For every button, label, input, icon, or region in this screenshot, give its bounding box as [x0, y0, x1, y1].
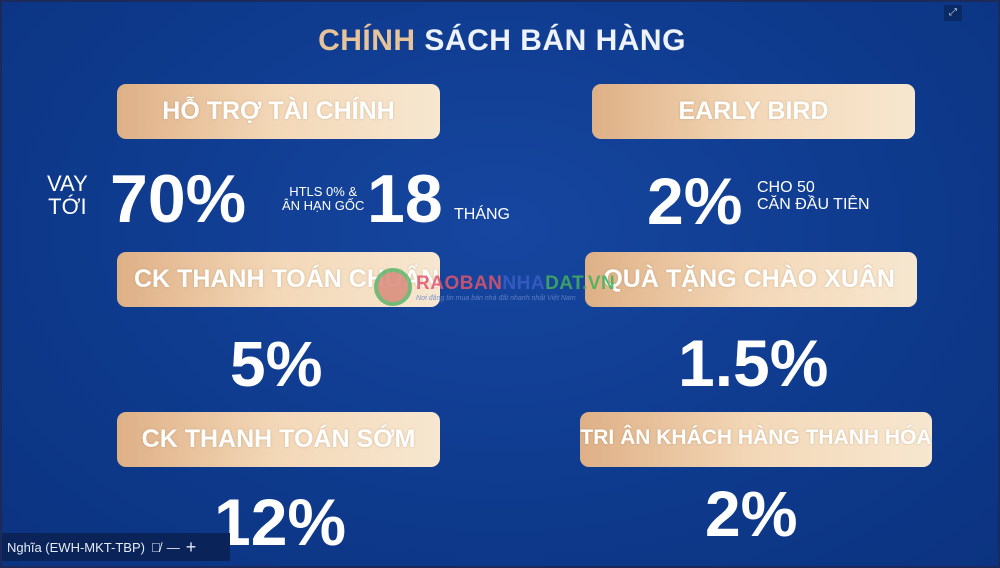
- early-bird-value: 2%: [647, 164, 743, 238]
- loan-value: 70%: [110, 161, 247, 237]
- loan-prefix: VAY TỚI: [47, 172, 88, 218]
- ck-som-label: CK THANH TOÁN SỚM: [117, 412, 440, 467]
- tri-an-label: TRI ÂN KHÁCH HÀNG THANH HÓA: [580, 412, 932, 467]
- ck-chuan-value: 5%: [230, 328, 323, 400]
- loan-prefix-2: TỚI: [48, 194, 87, 220]
- months-unit: THÁNG: [454, 206, 510, 223]
- loan-prefix-1: VAY: [47, 171, 88, 196]
- expand-icon[interactable]: +: [185, 536, 197, 557]
- early-bird-note-1: CHO 50: [757, 179, 815, 196]
- title-highlight: CHÍNH: [318, 24, 416, 57]
- watermark-brand-3: DAT.VN: [545, 272, 616, 294]
- participant-name: Nghĩa (EWH-MKT-TBP): [7, 539, 145, 555]
- interest-note: HTLS 0% & ÂN HẠN GỐC: [282, 185, 364, 212]
- page-title: CHÍNH SÁCH BÁN HÀNG: [2, 24, 1000, 58]
- watermark-logo-icon: [374, 268, 412, 306]
- gift-label: QUÀ TẶNG CHÀO XUÂN: [585, 252, 917, 307]
- title-rest: SÁCH BÁN HÀNG: [415, 24, 686, 57]
- fullscreen-icon[interactable]: ⤢: [944, 5, 962, 21]
- financial-support-label: HỖ TRỢ TÀI CHÍNH: [117, 84, 440, 139]
- participant-bar: Nghĩa (EWH-MKT-TBP) 🎙̸ — +: [2, 533, 230, 561]
- interest-note-1: HTLS 0% &: [289, 184, 358, 199]
- watermark-slogan: Nơi đăng tin mua bán nhà đất nhanh nhất …: [416, 294, 576, 302]
- interest-note-2: ÂN HẠN GỐC: [282, 197, 365, 213]
- watermark: RAOBANNHADAT.VN Nơi đăng tin mua bán nhà…: [374, 268, 615, 306]
- tri-an-value: 2%: [705, 478, 798, 550]
- early-bird-label: EARLY BIRD: [592, 84, 915, 139]
- ck-som-value: 12%: [214, 485, 347, 559]
- mic-muted-icon[interactable]: 🎙̸: [150, 539, 161, 555]
- gift-value: 1.5%: [678, 326, 829, 400]
- watermark-brand-1: RAOBAN: [416, 272, 503, 294]
- minimize-icon[interactable]: —: [166, 539, 180, 555]
- early-bird-note-2: CĂN ĐẦU TIÊN: [757, 195, 870, 213]
- months-value: 18: [367, 161, 443, 237]
- watermark-brand-2: NHA: [502, 272, 546, 294]
- early-bird-note: CHO 50 CĂN ĐẦU TIÊN: [757, 179, 870, 214]
- watermark-brand: RAOBANNHADAT.VN: [416, 273, 615, 295]
